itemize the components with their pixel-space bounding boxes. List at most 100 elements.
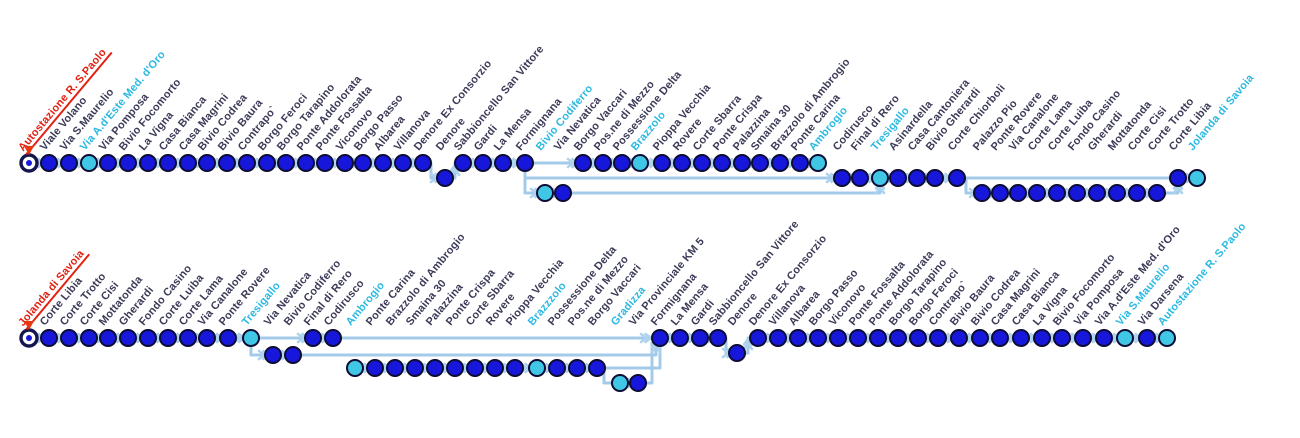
stop-marker-via-canalone: [198, 329, 216, 347]
stop-marker-casa-cantoniera: [908, 169, 926, 187]
stop-marker-contrapo: [238, 154, 256, 172]
stop-marker-ponte-carina: [791, 154, 809, 172]
stop-marker-mottatonda: [1108, 184, 1126, 202]
stop-marker-sabbioncello-san-vittore: [454, 154, 472, 172]
stop-marker-bivio-focomorto: [1053, 329, 1071, 347]
stop-marker-tresigallo: [242, 329, 260, 347]
stop-marker-smaina-30: [406, 359, 424, 377]
stop-marker-via-canalone: [1009, 184, 1027, 202]
stop-marker-la-mensa: [671, 329, 689, 347]
stop-marker-corte-sbarra: [693, 154, 711, 172]
stop-marker-formignana: [651, 329, 669, 347]
stop-marker-final-di-rero: [304, 329, 322, 347]
stop-marker-casa-magrini: [991, 329, 1009, 347]
stop-marker-via-provinciale-km-5: [629, 374, 647, 392]
stop-marker-villanova: [769, 329, 787, 347]
stop-marker-borgo-tarapino: [889, 329, 907, 347]
stop-marker-viale-volano: [40, 154, 58, 172]
stop-marker-corte-luiba: [159, 329, 177, 347]
stop-marker-asinardella: [889, 169, 907, 187]
stop-marker-rovere: [673, 154, 691, 172]
stop-marker-borgo-passo: [354, 154, 372, 172]
stop-marker-bivio-codrea: [971, 329, 989, 347]
stop-marker-brazzzolo: [528, 359, 546, 377]
stop-marker-possessione-delta: [613, 154, 631, 172]
stop-marker-bivio-baura: [218, 154, 236, 172]
stop-marker-corte-libia: [1169, 169, 1187, 187]
stop-marker-denore-ex-consorzio: [749, 329, 767, 347]
stop-marker-ponte-crispa: [713, 154, 731, 172]
stop-marker-casa-bianca: [1012, 329, 1030, 347]
stop-marker-pioppa-vecchia: [506, 359, 524, 377]
stop-marker-palazzina: [426, 359, 444, 377]
stop-marker-corte-lama: [179, 329, 197, 347]
stop-marker-autostazione-r-s-paolo: [1158, 329, 1176, 347]
stop-marker-bivio-codiferro: [284, 346, 302, 364]
stop-marker-casa-magrini: [179, 154, 197, 172]
stop-marker-fondo-casino: [139, 329, 157, 347]
stop-marker-corte-trotto: [1148, 184, 1166, 202]
stop-marker-pos-ne-di-mezzo: [594, 154, 612, 172]
stop-marker-via-nevatica: [554, 184, 572, 202]
stop-marker-borgo-passo: [809, 329, 827, 347]
terminal-stop-center-dot: [26, 335, 32, 341]
stop-marker-ponte-rovere: [219, 329, 237, 347]
stop-marker-brazzolo-di-ambrogio: [386, 359, 404, 377]
stop-marker-ambrogio: [346, 359, 364, 377]
stop-marker-bivio-codrea: [198, 154, 216, 172]
stop-marker-borgo-vaccari: [588, 359, 606, 377]
stop-marker-tresigallo: [871, 169, 889, 187]
terminal-pointer-arrow-icon: [24, 321, 34, 330]
stop-marker-viconovo: [336, 154, 354, 172]
stop-marker-gardi: [474, 154, 492, 172]
stop-marker-via-nevatica: [264, 346, 282, 364]
stop-marker-borgo-feroci: [258, 154, 276, 172]
stop-marker-corte-cisi: [80, 329, 98, 347]
stop-marker-corte-lama: [1028, 184, 1046, 202]
stop-marker-corte-trotto: [60, 329, 78, 347]
stop-marker-gardi: [691, 329, 709, 347]
stop-marker-brazzolo-di-ambrogio: [771, 154, 789, 172]
terminal-stop-center-dot: [26, 160, 32, 166]
stop-marker-codirusco: [324, 329, 342, 347]
stop-marker-corte-luiba: [1048, 184, 1066, 202]
terminal-pointer-arrow-icon: [24, 146, 34, 155]
stop-marker-codirusco: [833, 169, 851, 187]
stop-marker-gradizza: [611, 374, 629, 392]
stop-marker-via-a-d-este-med-d-oro: [1095, 329, 1113, 347]
stop-marker-ponte-crispa: [446, 359, 464, 377]
stop-marker-corte-chiorboli: [948, 169, 966, 187]
stop-marker-bivio-codiferro: [536, 184, 554, 202]
stop-marker-jolanda-di-savoia: [1188, 169, 1206, 187]
stop-marker-la-vigna: [139, 154, 157, 172]
stop-marker-via-pomposa: [99, 154, 117, 172]
stop-marker-mottatonda: [99, 329, 117, 347]
stop-marker-possessione-delta: [548, 359, 566, 377]
stop-marker-bivio-focomorto: [119, 154, 137, 172]
route-path-gradizza-jog: [602, 342, 654, 385]
stop-marker-formignana: [516, 154, 534, 172]
stop-marker-la-vigna: [1033, 329, 1051, 347]
stop-marker-contrapo: [929, 329, 947, 347]
stop-marker-sabbioncello-san-vittore: [709, 329, 727, 347]
stop-marker-pioppa-vecchia: [653, 154, 671, 172]
stop-marker-ponte-fossalta: [316, 154, 334, 172]
stop-marker-casa-bianca: [159, 154, 177, 172]
stop-marker-gherardi: [1088, 184, 1106, 202]
stop-marker-albarea: [374, 154, 392, 172]
stop-marker-via-pomposa: [1074, 329, 1092, 347]
stop-marker-palazzo-pio: [973, 184, 991, 202]
stop-marker-via-darsena: [1138, 329, 1156, 347]
stop-marker-palazzina: [733, 154, 751, 172]
stop-marker-corte-sbarra: [466, 359, 484, 377]
stop-marker-corte-cisi: [1128, 184, 1146, 202]
stop-marker-borgo-vaccari: [574, 154, 592, 172]
stop-marker-smaina-30: [751, 154, 769, 172]
stop-marker-via-s-maurelio: [60, 154, 78, 172]
stop-marker-ponte-addolorata: [869, 329, 887, 347]
stop-marker-gherardi: [119, 329, 137, 347]
stop-marker-ponte-rovere: [991, 184, 1009, 202]
stop-marker-bivio-gherardi: [926, 169, 944, 187]
